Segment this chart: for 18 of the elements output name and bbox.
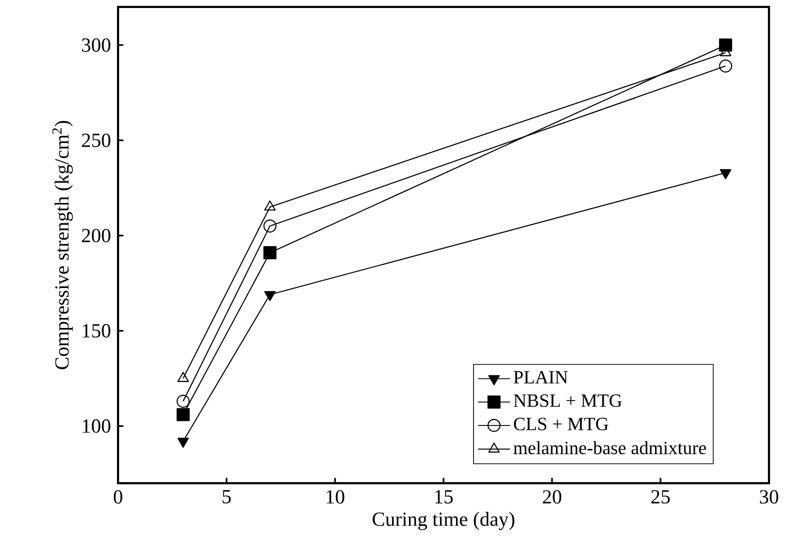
y-axis-title: Compressive strength (kg/cm$^{2}$) [52, 120, 73, 370]
y-tick-label: 100 [82, 419, 110, 433]
legend-label: PLAIN [514, 370, 568, 384]
x-axis-title: Curing time (day) [372, 512, 514, 530]
x-tick-label: 5 [222, 490, 231, 504]
legend-label: CLS + MTG [514, 418, 608, 430]
y-tick-label: 300 [82, 38, 110, 52]
y-tick-label: 250 [82, 133, 110, 147]
y-tick-label: 200 [82, 228, 110, 242]
x-tick-label: 25 [651, 490, 670, 504]
x-tick-label: 15 [435, 490, 453, 504]
x-tick-label: 0 [114, 490, 122, 504]
x-tick-label: 20 [542, 490, 562, 504]
x-tick-label: 10 [326, 490, 344, 504]
legend-label: melamine-base admixture [514, 440, 706, 454]
legend-label: NBSL + MTG [514, 394, 622, 407]
y-tick-label: 150 [82, 324, 110, 338]
x-tick-label: 30 [760, 490, 778, 504]
